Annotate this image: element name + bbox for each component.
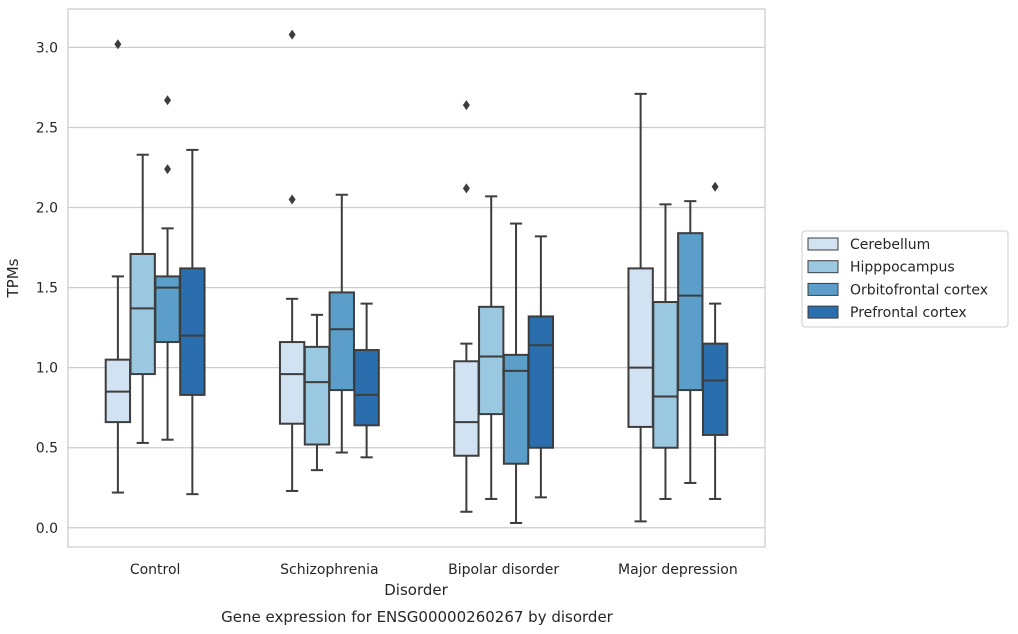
y-tick-label: 0.5 [36,441,58,457]
box-3-3 [701,181,729,500]
legend: Cerebellum Hipppocampus Orbitofrontal cort… [801,230,1009,328]
box-2-1 [478,195,505,500]
y-tick-label: 1.5 [36,281,58,297]
box-iqr [453,360,480,457]
outlier-point [164,95,172,106]
box-3-0 [627,92,654,523]
y-tick-label: 2.5 [36,120,58,136]
legend-label: Orbitofrontal cortex [850,282,988,298]
box-iqr [627,267,654,428]
box-iqr [478,305,505,416]
x-tick-label: Schizophrenia [280,562,378,578]
legend-swatch [807,237,839,251]
outlier-point [462,100,470,111]
box-0-0 [104,39,132,494]
y-tick-label: 0.0 [36,521,58,537]
y-tick-label: 1.0 [36,361,58,377]
box-iqr [129,252,156,376]
box-1-0 [278,29,306,492]
outlier-point [288,29,296,40]
x-tick-label: Major depression [618,562,738,578]
x-tick-label: Bipolar disorder [448,562,559,578]
outlier-point [114,39,122,50]
box-iqr [303,345,331,446]
box-groups [104,29,729,524]
box-0-2 [154,95,181,441]
box-iqr [677,232,704,392]
box-0-1 [129,153,156,444]
outlier-point [711,181,719,192]
chart-caption: Gene expression for ENSG00000260267 by d… [221,608,614,626]
box-1-3 [353,302,380,459]
box-2-0 [453,100,480,513]
outlier-point [164,164,172,175]
legend-swatch [807,260,839,274]
box-1-2 [328,193,355,454]
box-iqr [502,353,530,465]
box-2-2 [502,222,530,524]
box-iqr [652,301,679,449]
y-tick-labels: 0.0 0.5 1.0 1.5 2.0 2.5 3.0 [36,40,58,536]
legend-frame [801,230,1009,328]
box-iqr [328,291,355,392]
outlier-point [288,194,296,205]
box-iqr [527,315,555,449]
box-iqr [154,275,181,344]
legend-swatch [807,282,839,296]
box-0-3 [179,148,206,496]
y-axis-label: TPMs [4,258,22,298]
box-iqr [278,341,306,425]
box-1-1 [303,313,331,472]
box-iqr [179,267,206,396]
legend-label: Hipppocampus [850,260,955,276]
box-3-2 [677,200,704,484]
legend-swatch [807,305,839,319]
box-iqr [701,342,729,436]
y-tick-label: 3.0 [36,40,58,56]
legend-label: Cerebellum [850,237,930,253]
y-tick-label: 2.0 [36,201,58,217]
outlier-point [462,183,470,194]
legend-label: Prefrontal cortex [850,305,967,321]
box-3-1 [652,203,679,500]
box-2-3 [527,235,555,499]
x-tick-label: Control [130,562,181,578]
x-axis-label: Disorder [384,581,448,599]
box-iqr [353,349,380,427]
x-tick-labels: Control Schizophrenia Bipolar disorder Majo… [130,562,738,578]
plot-frame [67,8,766,548]
